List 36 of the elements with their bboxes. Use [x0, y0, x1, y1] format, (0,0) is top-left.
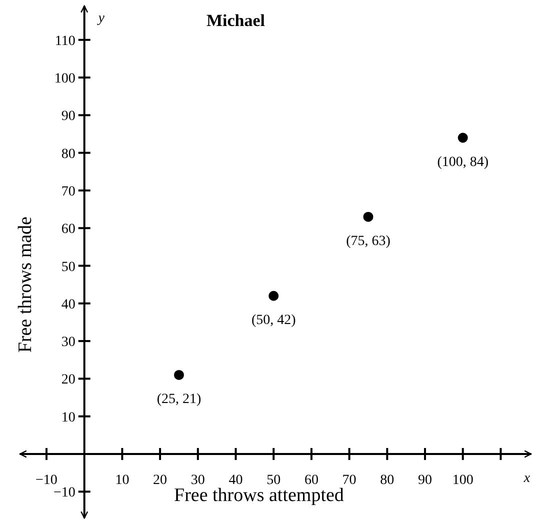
x-tick-label: 70	[342, 473, 356, 488]
chart-title: Michael	[206, 11, 266, 30]
y-tick-label: 50	[61, 260, 76, 275]
point	[458, 132, 468, 143]
y-tick-label: 80	[61, 146, 76, 162]
y-tick-label: 10	[61, 410, 76, 426]
x-tick-label: 100	[452, 473, 474, 488]
x-tick-label: 60	[304, 473, 318, 488]
x-tick-label: 40	[228, 473, 243, 488]
x-tick-label: 90	[418, 473, 432, 488]
y-axis-title: Free throws made	[15, 216, 36, 353]
x-tick-label: 20	[153, 473, 168, 488]
y-tick-label: 40	[61, 297, 76, 312]
x-tick-label: 80	[380, 473, 394, 488]
data-label: (25, 21)	[156, 392, 202, 407]
annotation: y	[96, 11, 106, 26]
data-label: (100, 84)	[437, 154, 489, 170]
x-tick-label: 10	[115, 473, 130, 488]
y-tick-label: 30	[61, 335, 76, 350]
point	[174, 370, 184, 380]
x-axis-title: Free throws attempted	[174, 485, 344, 506]
x-tick-label: −10	[36, 473, 58, 488]
y-tick-label: 100	[54, 72, 76, 87]
y-tick-label: 20	[61, 372, 76, 388]
y-tick-label: −10	[53, 486, 76, 501]
y-tick-label: 60	[61, 222, 76, 238]
point	[268, 290, 279, 301]
data-label: (50, 42)	[251, 312, 296, 328]
annotation: x	[522, 471, 531, 486]
y-tick-label: 110	[54, 34, 76, 49]
x-tick-label: 30	[190, 473, 205, 488]
data-label: (75, 63)	[346, 234, 391, 249]
y-tick-label: 70	[61, 184, 76, 200]
y-tick-label: 90	[61, 109, 76, 124]
x-tick-label: 50	[266, 473, 281, 488]
point	[363, 212, 374, 222]
